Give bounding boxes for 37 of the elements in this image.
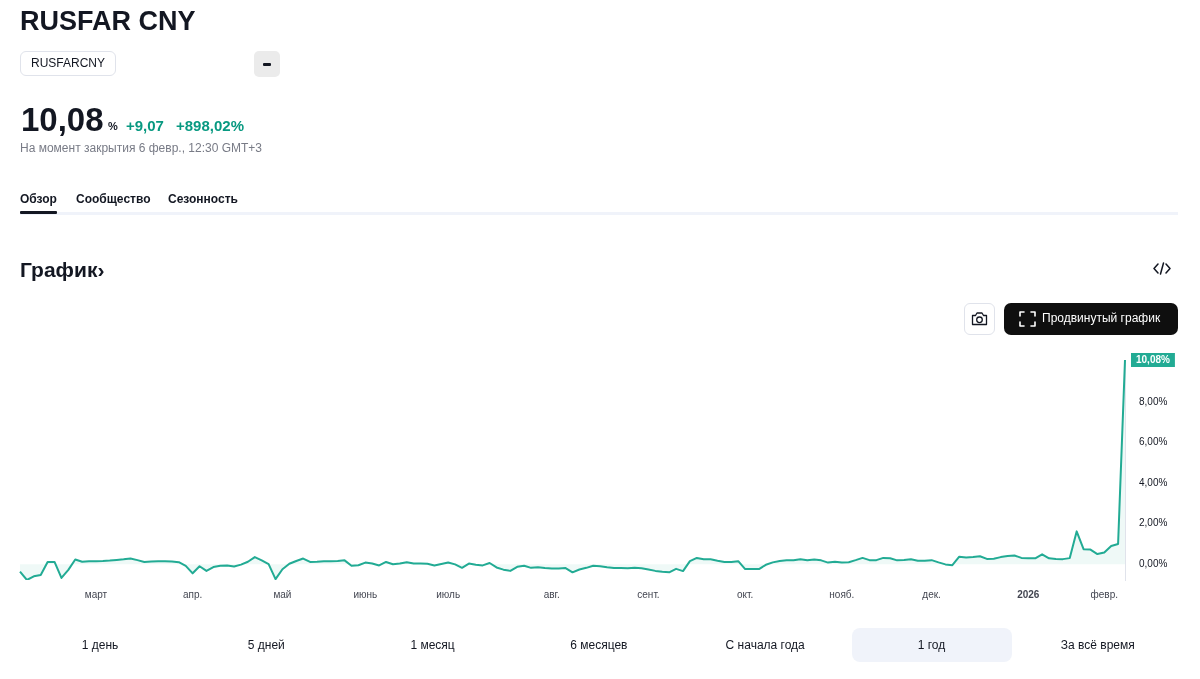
text: 10,08%	[1136, 354, 1171, 366]
x-tick-label: нояб.	[829, 588, 855, 600]
x-tick-label: март	[84, 588, 108, 600]
text: С начала года	[725, 638, 805, 652]
text: Обзор	[20, 192, 57, 207]
text: Сообщество	[76, 192, 151, 207]
x-tick-label: июнь	[353, 588, 378, 600]
text: 1 год	[917, 638, 946, 652]
x-tick-label: окт.	[737, 588, 754, 600]
advanced-chart-button: Продвинутый график	[1004, 303, 1178, 335]
text: %	[108, 119, 118, 133]
text: 1 день	[81, 638, 119, 652]
x-tick-label: 2026	[1017, 588, 1040, 600]
text: На момент закрытия 6 февр., 12:30 GMT+3	[20, 141, 263, 156]
x-tick-label: авг.	[543, 588, 560, 600]
x-tick-label: дек.	[922, 588, 941, 600]
symbol-chip: RUSFARCNY	[20, 51, 116, 76]
text: За всё время	[1060, 638, 1135, 652]
y-tick-label: 2,00%	[1139, 517, 1168, 529]
x-tick-label: май	[273, 588, 292, 600]
chart-title: RUSFAR CNY	[20, 5, 196, 38]
text: +898,02%	[176, 117, 244, 135]
text: График›	[20, 257, 105, 283]
x-tick-label: апр.	[182, 588, 203, 600]
text: 10,08	[21, 101, 104, 139]
text: +9,07	[126, 117, 164, 135]
text: 5 дней	[247, 638, 285, 652]
y-tick-label: 6,00%	[1139, 436, 1168, 448]
text: 6 месяцев	[570, 638, 628, 652]
x-tick-label: февр.	[1090, 588, 1119, 600]
y-tick-label: 8,00%	[1139, 395, 1168, 407]
text: 1 месяц	[410, 638, 455, 652]
x-tick-label: июль	[436, 588, 461, 600]
x-tick-label: сент.	[637, 588, 660, 600]
y-tick-label: 0,00%	[1139, 557, 1168, 569]
text: Сезонность	[168, 192, 238, 207]
y-tick-label: 4,00%	[1139, 476, 1168, 488]
